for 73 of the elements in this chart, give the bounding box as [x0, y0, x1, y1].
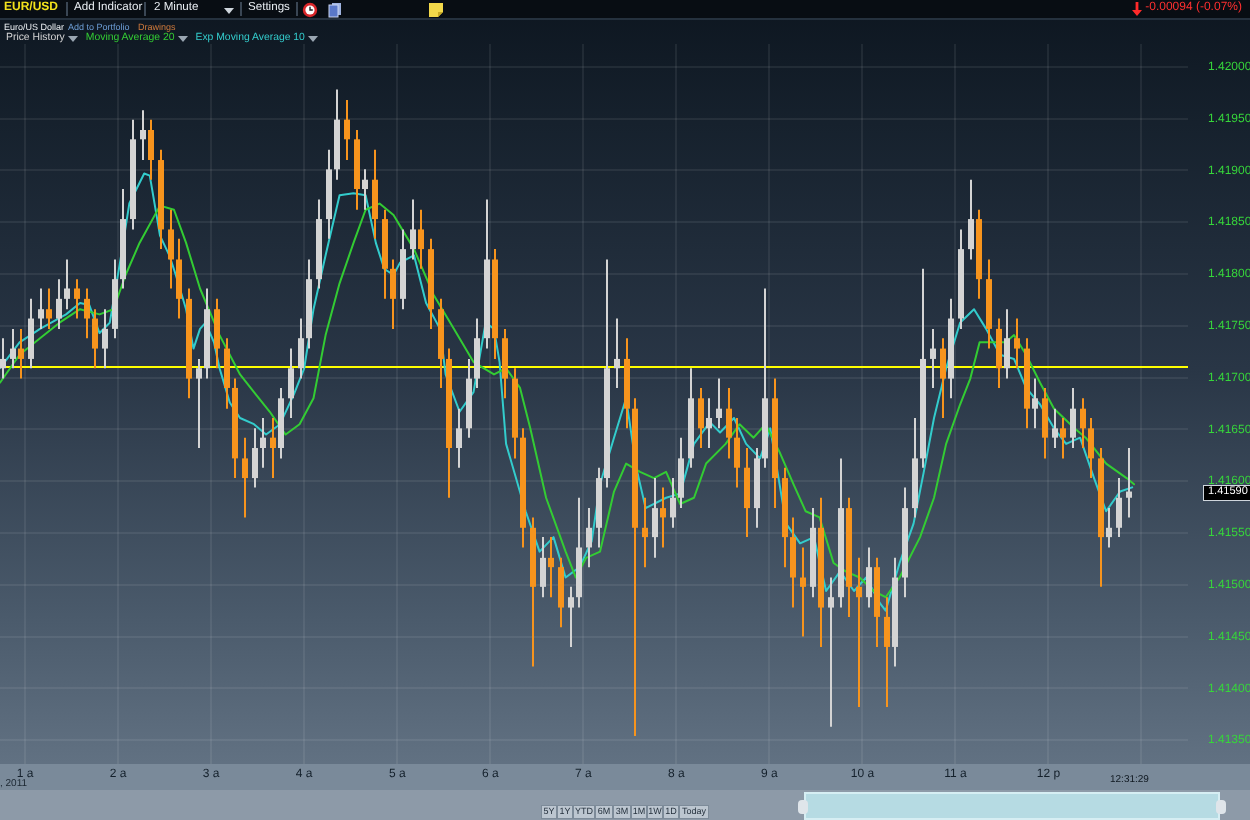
candlestick: [1042, 386, 1048, 460]
candlestick: [196, 357, 202, 450]
candlestick: [168, 208, 174, 290]
candlestick: [706, 397, 712, 450]
candlestick: [790, 516, 796, 609]
candlestick: [660, 486, 666, 549]
candlestick: [102, 308, 108, 370]
candlestick: [800, 546, 806, 638]
candlestick: [1126, 447, 1132, 519]
candlestick: [1088, 416, 1094, 480]
candlestick: [242, 436, 248, 519]
candlestick: [148, 118, 154, 181]
candlestick: [140, 109, 146, 162]
candlestick: [270, 416, 276, 480]
candlestick: [856, 556, 862, 709]
candlestick: [18, 327, 24, 380]
candlestick: [930, 327, 936, 389]
candlestick: [418, 208, 424, 270]
candlestick: [92, 308, 98, 370]
candlestick: [0, 337, 6, 380]
candlestick: [410, 198, 416, 261]
candlestick: [1080, 397, 1086, 450]
candlestick: [1004, 308, 1010, 380]
candlestick: [678, 436, 684, 510]
candlestick: [1106, 507, 1112, 549]
candlestick: [968, 178, 974, 261]
candlestick: [10, 327, 16, 370]
candlestick: [1014, 317, 1020, 370]
candlestick: [260, 416, 266, 469]
candlestick: [716, 377, 722, 430]
candlestick: [456, 407, 462, 469]
candlestick: [46, 287, 52, 330]
candlestick: [568, 585, 574, 648]
candlestick: [28, 297, 34, 370]
candlestick: [84, 287, 90, 340]
candlestick: [56, 278, 62, 330]
candlestick: [548, 536, 554, 599]
candlestick: [540, 536, 546, 599]
candlestick: [642, 496, 648, 569]
candlestick: [372, 148, 378, 240]
candlestick: [670, 477, 676, 529]
candlestick: [996, 317, 1002, 389]
candlestick: [298, 317, 304, 380]
candlestick: [1032, 377, 1038, 430]
candlestick: [1052, 407, 1058, 450]
candlestick: [288, 347, 294, 419]
candlestick: [74, 278, 80, 320]
candlestick: [502, 327, 508, 400]
candlestick: [828, 576, 834, 728]
candlestick: [390, 258, 396, 330]
candlestick: [344, 98, 350, 162]
candlestick: [474, 317, 480, 389]
candlestick: [614, 317, 620, 389]
candlestick: [884, 596, 890, 709]
candlestick: [866, 546, 872, 609]
candlestick: [652, 477, 658, 559]
candlestick: [734, 416, 740, 489]
candlestick: [726, 386, 732, 460]
candlestick: [38, 287, 44, 330]
candlestick: [1070, 386, 1076, 450]
candlestick: [176, 237, 182, 320]
candlestick: [586, 507, 592, 569]
candlestick: [1116, 477, 1122, 539]
candlestick: [940, 337, 946, 419]
candlestick: [224, 337, 230, 410]
candlestick: [1060, 416, 1066, 460]
candlestick: [744, 447, 750, 539]
candlestick: [252, 427, 258, 489]
candlestick: [362, 168, 368, 211]
candlestick: [214, 297, 220, 370]
candlestick: [64, 258, 70, 311]
candlestick: [558, 556, 564, 629]
candlestick: [698, 386, 704, 450]
